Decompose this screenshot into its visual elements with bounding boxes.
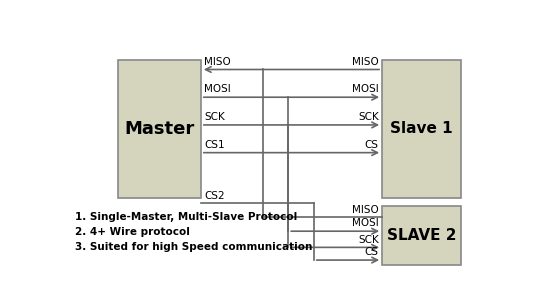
Text: MOSI: MOSI <box>204 84 231 94</box>
Text: 1. Single-Master, Multi-Slave Protocol: 1. Single-Master, Multi-Slave Protocol <box>75 212 298 222</box>
Text: MOSI: MOSI <box>352 218 378 228</box>
Text: Master: Master <box>124 120 195 138</box>
Text: CS1: CS1 <box>204 140 225 150</box>
Text: MOSI: MOSI <box>352 84 378 94</box>
Text: MISO: MISO <box>352 205 378 214</box>
FancyBboxPatch shape <box>382 60 461 198</box>
Text: SLAVE 2: SLAVE 2 <box>387 228 456 243</box>
Text: MISO: MISO <box>204 57 231 67</box>
Text: CS: CS <box>365 140 378 150</box>
Text: 3. Suited for high Speed communication: 3. Suited for high Speed communication <box>75 242 312 252</box>
Text: CS: CS <box>365 247 378 257</box>
Text: SCK: SCK <box>204 112 225 122</box>
Text: SCK: SCK <box>358 235 378 244</box>
Text: 2. 4+ Wire protocol: 2. 4+ Wire protocol <box>75 226 190 237</box>
Text: MISO: MISO <box>352 57 378 67</box>
FancyBboxPatch shape <box>118 60 201 198</box>
FancyBboxPatch shape <box>382 206 461 265</box>
Text: SCK: SCK <box>358 112 378 122</box>
Text: Slave 1: Slave 1 <box>390 122 453 136</box>
Text: CS2: CS2 <box>204 191 225 201</box>
